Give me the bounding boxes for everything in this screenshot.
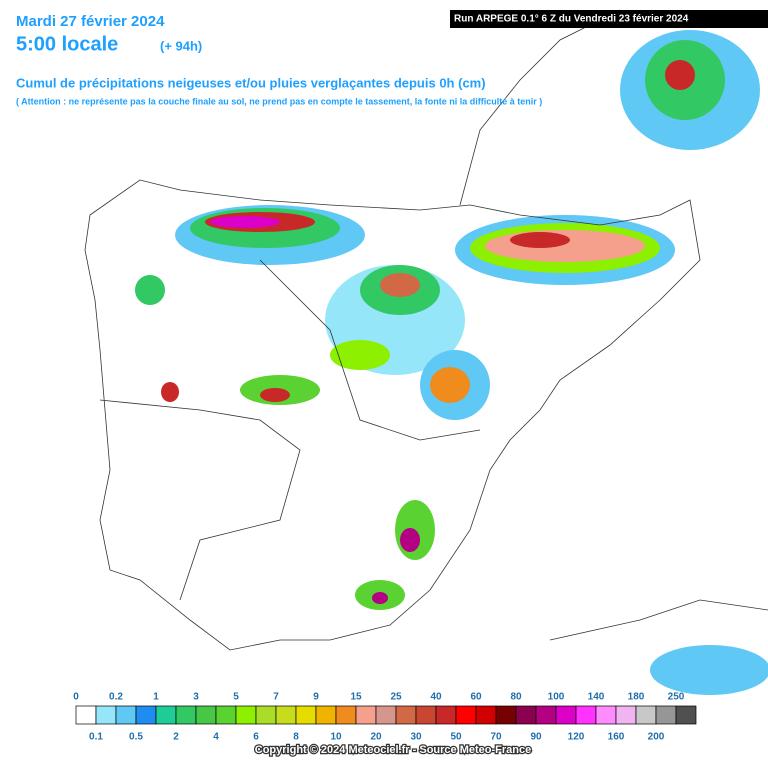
- legend-label: 0.5: [129, 732, 143, 743]
- legend-swatch: [235, 705, 257, 725]
- legend-swatch: [635, 705, 657, 725]
- legend-swatch: [335, 705, 357, 725]
- legend-swatch: [295, 705, 317, 725]
- legend-swatch: [515, 705, 537, 725]
- legend-label: 2: [173, 732, 179, 743]
- legend-label: 100: [548, 692, 565, 703]
- legend-label: 250: [668, 692, 685, 703]
- lead-time: (+ 94h): [160, 38, 202, 53]
- legend-swatch: [175, 705, 197, 725]
- legend-label: 120: [568, 732, 585, 743]
- legend-label: 4: [213, 732, 219, 743]
- legend-swatch: [675, 705, 697, 725]
- legend-label: 7: [273, 692, 279, 703]
- legend-label: 0: [73, 692, 79, 703]
- legend-swatch: [255, 705, 277, 725]
- legend-swatch: [655, 705, 677, 725]
- legend-label: 70: [490, 732, 502, 743]
- legend-label: 25: [390, 692, 402, 703]
- run-info: Run ARPEGE 0.1° 6 Z du Vendredi 23 févri…: [454, 14, 689, 25]
- legend-label: 6: [253, 732, 259, 743]
- legend-label: 0.2: [109, 692, 123, 703]
- legend-label: 40: [430, 692, 442, 703]
- legend-label: 30: [410, 732, 422, 743]
- legend-label: 160: [608, 732, 625, 743]
- legend-swatch: [375, 705, 397, 725]
- legend-swatch: [195, 705, 217, 725]
- legend-label: 1: [153, 692, 159, 703]
- legend-swatch: [155, 705, 177, 725]
- legend-swatch: [495, 705, 517, 725]
- legend-label: 180: [628, 692, 645, 703]
- legend-label: 140: [588, 692, 605, 703]
- legend-label: 50: [450, 732, 462, 743]
- legend-label: 60: [470, 692, 482, 703]
- legend-label: 15: [350, 692, 362, 703]
- legend-label: 80: [510, 692, 522, 703]
- legend-swatch: [595, 705, 617, 725]
- legend-swatch: [215, 705, 237, 725]
- copyright: Copyright © 2024 Meteociel.fr - Source M…: [255, 744, 531, 756]
- legend-swatch: [75, 705, 97, 725]
- legend-label: 5: [233, 692, 239, 703]
- legend-swatch: [555, 705, 577, 725]
- legend-label: 3: [193, 692, 199, 703]
- legend-label: 9: [313, 692, 319, 703]
- legend-label: 200: [648, 732, 665, 743]
- legend-label: 0.1: [89, 732, 103, 743]
- legend-label: 8: [293, 732, 299, 743]
- legend-swatch: [475, 705, 497, 725]
- map-title: Cumul de précipitations neigeuses et/ou …: [16, 75, 486, 90]
- legend-swatch: [455, 705, 477, 725]
- legend-swatch: [355, 705, 377, 725]
- legend-swatch: [435, 705, 457, 725]
- legend-swatch: [415, 705, 437, 725]
- legend-swatch: [135, 705, 157, 725]
- date: Mardi 27 février 2024: [16, 13, 165, 30]
- map-note: ( Attention : ne représente pas la couch…: [16, 96, 542, 106]
- legend-swatch: [315, 705, 337, 725]
- legend: 0 0.1 0.2 0.5 1 2 3 4 5 6 7 8 9 10 15 20 25 30 40 50 60 70 80 9…: [73, 692, 697, 743]
- coastlines: [84, 9, 768, 651]
- run-box: [450, 10, 768, 28]
- precipitation-field: [135, 30, 768, 695]
- legend-swatch: [95, 705, 117, 725]
- legend-label: 10: [330, 732, 342, 743]
- legend-swatch: [275, 705, 297, 725]
- legend-swatch: [575, 705, 597, 725]
- legend-swatch: [535, 705, 557, 725]
- legend-swatch: [115, 705, 137, 725]
- legend-label: 20: [370, 732, 382, 743]
- legend-swatch: [395, 705, 417, 725]
- legend-label: 90: [530, 732, 542, 743]
- time: 5:00 locale: [16, 33, 118, 55]
- legend-swatch: [615, 705, 637, 725]
